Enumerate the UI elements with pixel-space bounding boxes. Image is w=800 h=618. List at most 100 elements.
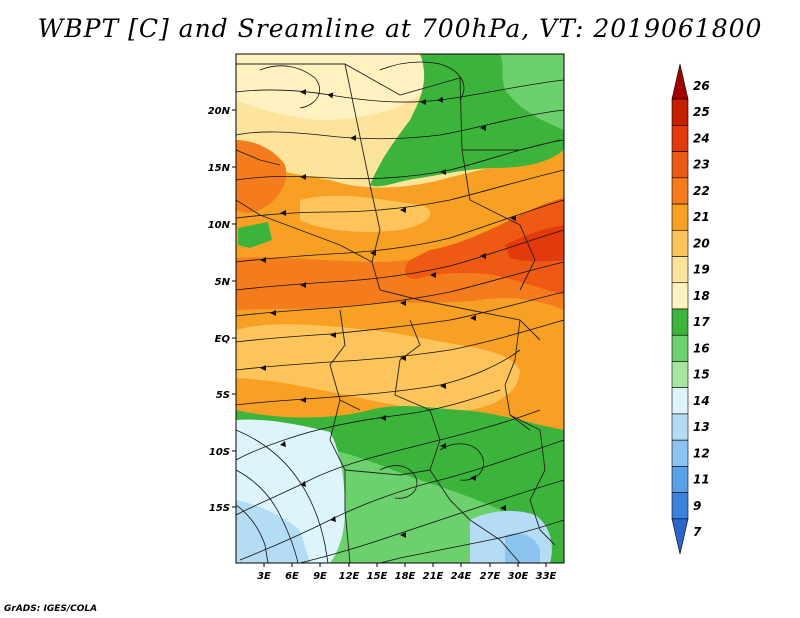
arrowhead [440,443,446,449]
streamline [236,229,564,291]
streamline [236,504,269,563]
arrowhead [440,169,446,175]
arrowhead [480,125,486,131]
map-frame [235,53,565,564]
x-tick-label: 21E [423,571,444,582]
streamline [239,439,564,561]
x-tick-label: 24E [451,571,472,582]
chart-title: WBPT [C] and Sreamline at 700hPa, VT: 20… [37,14,763,43]
colorbar-swatch-9 [671,492,689,520]
streamline [236,169,564,219]
x-tick-label: 18E [395,571,416,582]
y-tick-label: 15N [208,163,231,174]
arrowhead [280,441,286,447]
colorbar-swatch-21 [671,203,689,231]
country-borders [236,63,561,563]
colorbar-label: 12 [693,446,710,460]
x-tick-label: 6E [285,571,299,582]
x-tick-label: 30E [508,571,529,582]
colorbar-swatch-12 [671,439,689,467]
x-tick-label: 3E [257,571,271,582]
streamline [236,79,564,103]
colorbar-swatch-14 [671,387,689,415]
credit-label: GrADS: IGES/COLA [4,604,98,614]
wbpt-region-24-east [505,225,564,262]
x-tick-label: 27E [480,571,501,582]
streamline [236,291,564,343]
arrowhead [280,210,286,216]
colorbar-swatch-18 [671,282,689,310]
map-plot-area [236,54,564,563]
x-tick-label: 9E [313,571,327,582]
y-tick-label: 10N [208,220,231,231]
arrowhead [330,516,336,522]
y-tick-label: EQ [215,334,231,345]
arrowhead [440,383,446,389]
streamline [299,479,564,563]
colorbar-swatch-25 [671,98,689,126]
colorbar-label: 13 [693,420,710,434]
arrowhead [260,257,266,263]
wbpt-region-14-southwest [236,500,310,563]
colorbar-label: 17 [693,315,710,329]
colorbar-swatch-17 [671,308,689,336]
y-tick-label: 20N [208,106,231,117]
arrowhead [300,89,306,95]
wbpt-region-22-west [236,140,287,213]
streamline [236,389,501,461]
arrowhead [420,99,426,105]
colorbar-label: 22 [693,184,710,198]
streamline [236,409,541,516]
arrowhead [300,174,306,180]
border-line [236,149,281,166]
colorbar-label: 20 [693,236,710,250]
border-line [504,319,531,431]
border-line [509,414,556,546]
colorbar-swatch-16 [671,334,689,362]
arrowhead [270,310,276,316]
colorbar-label: 19 [693,263,710,277]
wbpt-region-16-north [500,54,564,130]
colorbar-label: 21 [693,210,710,224]
axis-ticks [232,109,547,567]
border-line [462,139,561,151]
y-tick-label: 15S [209,503,230,514]
colorbar-swatch-26 [671,63,689,100]
wbpt-region-20-south [236,324,520,411]
colorbar-swatch-13 [671,413,689,441]
border-line [344,63,381,291]
streamline [236,199,564,263]
wbpt-region-23-east [404,198,564,295]
streamline [236,139,564,181]
y-tick-label: 5S [216,390,230,401]
arrowhead [300,481,306,487]
streamline [236,109,564,140]
border-line [236,199,373,263]
streamline [236,261,564,317]
x-tick-label: 33E [536,571,557,582]
arrowhead [470,475,476,481]
colorbar-label: 18 [693,289,710,303]
arrowhead [510,215,516,221]
streamline [236,319,564,371]
streamline [236,349,521,406]
arrowhead [260,365,266,371]
colorbar-swatch-24 [671,125,689,152]
colorbar-swatch-23 [671,151,689,179]
colorbar-label: 23 [693,158,710,172]
streamline [236,469,299,563]
x-tick-label: 15E [367,571,388,582]
arrowhead [330,332,336,338]
arrowhead [400,300,406,306]
colorbar-label: 11 [693,473,710,487]
streamline [379,61,465,101]
border-line [344,469,431,476]
arrowhead [480,253,486,259]
border-line [329,309,361,411]
colorbar-label: 16 [693,341,710,355]
border-line [379,289,541,341]
arrowhead [380,415,386,421]
colorbar-swatch-20 [671,229,689,257]
arrowhead [400,207,406,213]
